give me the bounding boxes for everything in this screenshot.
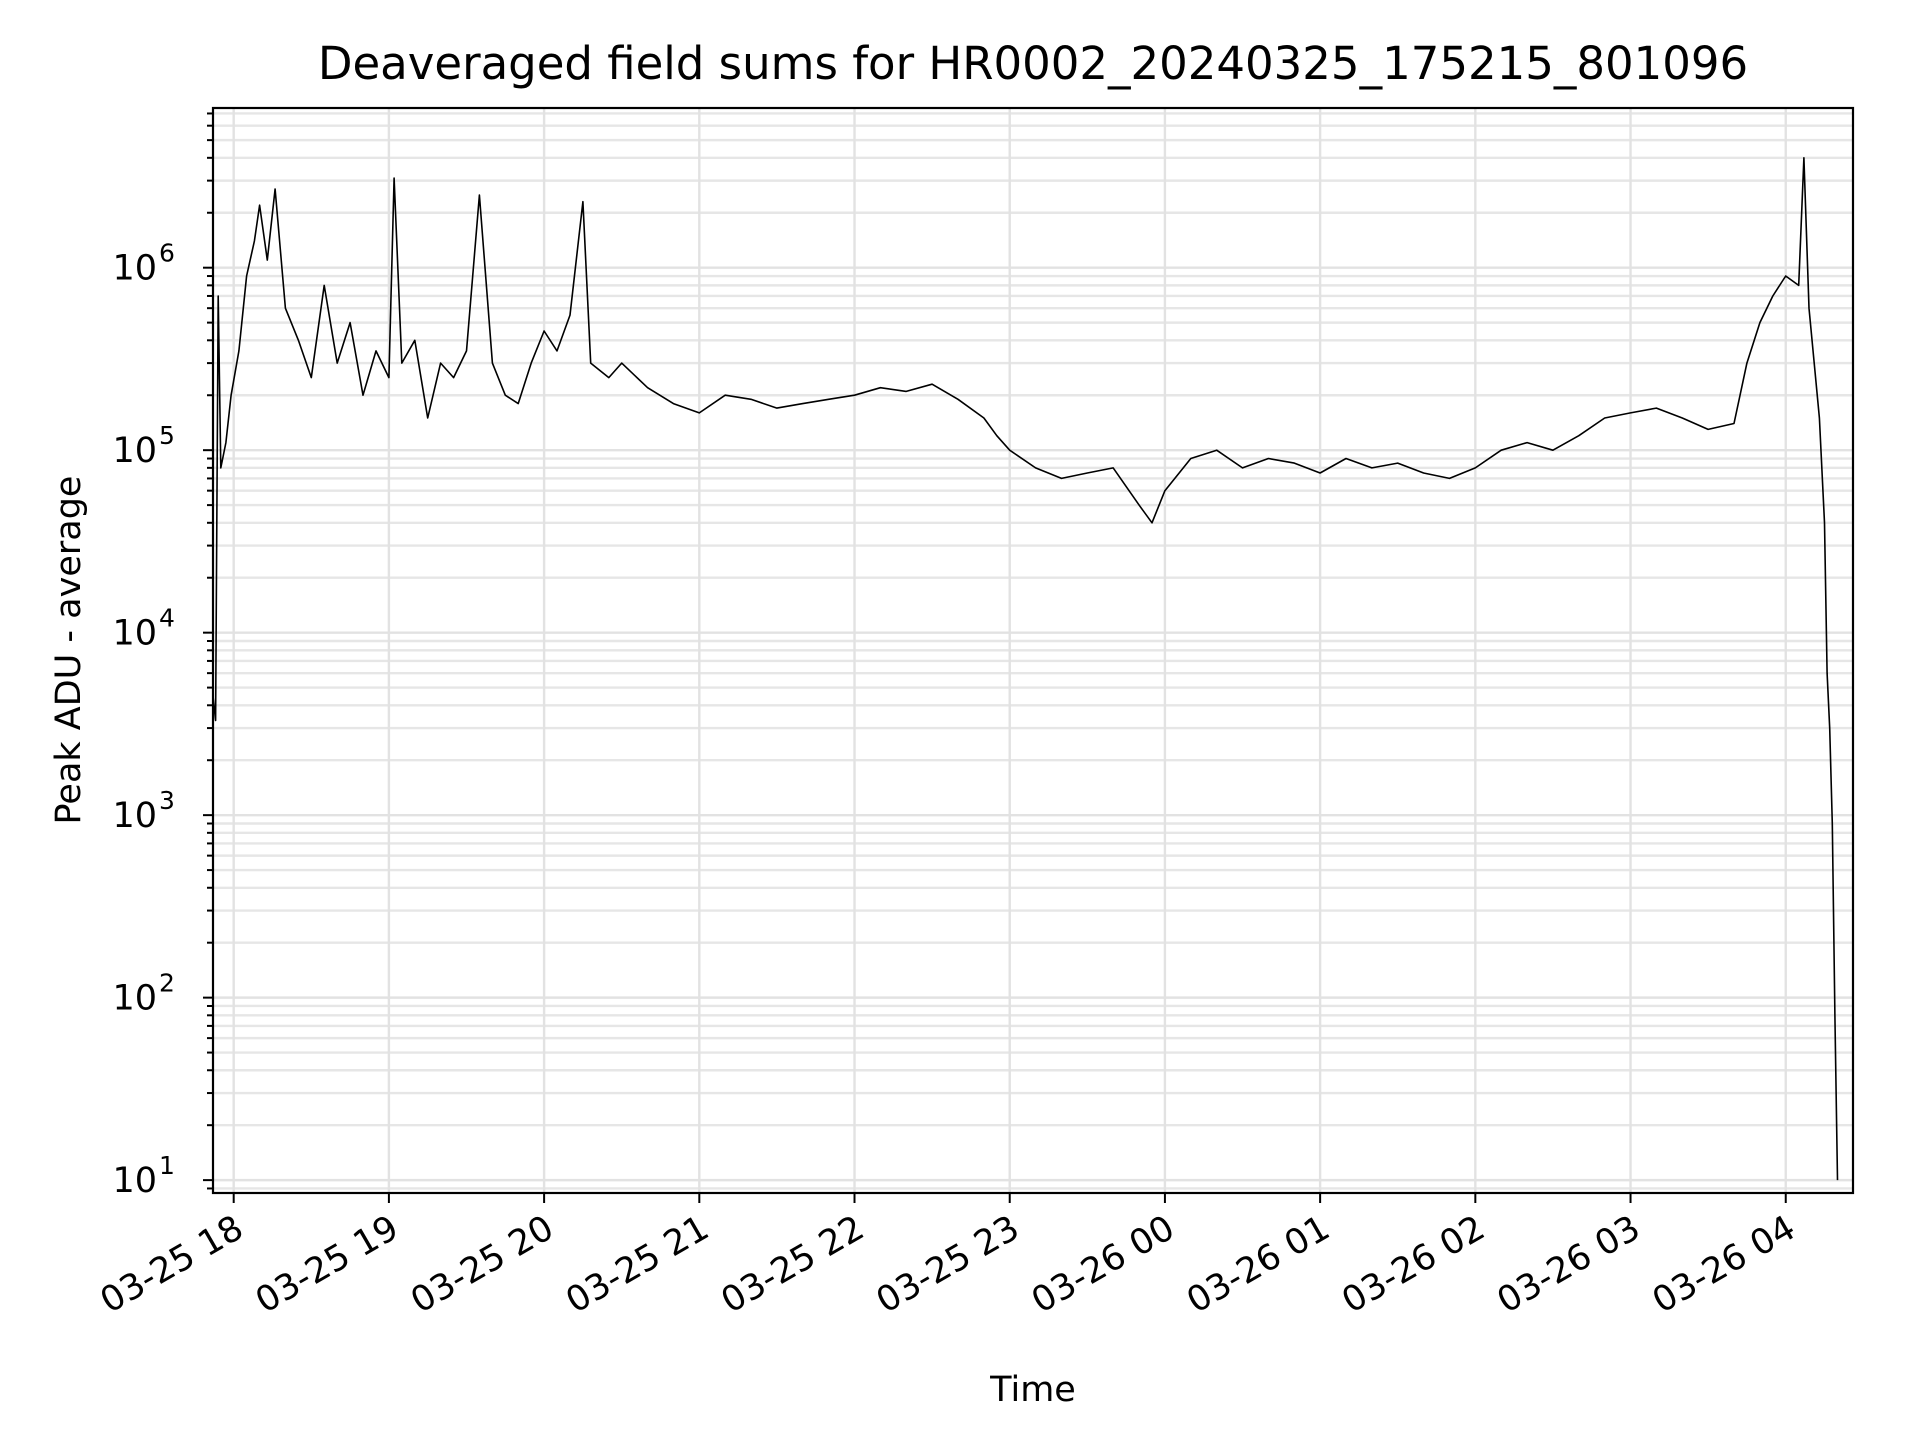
y-tick-exponent: 6 bbox=[159, 239, 175, 268]
y-tick-exponent: 5 bbox=[159, 421, 175, 450]
y-tick-label: 10 bbox=[112, 796, 157, 836]
grid-layer bbox=[213, 108, 1853, 1193]
y-tick-exponent: 4 bbox=[159, 604, 175, 633]
y-tick-label: 10 bbox=[112, 614, 157, 654]
y-tick-exponent: 2 bbox=[159, 969, 175, 998]
series-layer bbox=[212, 157, 1839, 1181]
y-axis-label: Peak ADU - average bbox=[49, 476, 89, 825]
x-axis-label: Time bbox=[989, 1370, 1076, 1410]
chart-title: Deaveraged field sums for HR0002_2024032… bbox=[318, 37, 1748, 90]
y-tick-exponent: 3 bbox=[159, 786, 175, 815]
y-tick-label: 10 bbox=[112, 431, 157, 471]
series-line bbox=[212, 157, 1839, 1181]
y-tick-label: 10 bbox=[112, 979, 157, 1019]
y-tick-exponent: 1 bbox=[159, 1151, 175, 1180]
y-tick-label: 10 bbox=[112, 249, 157, 289]
y-tick-label: 10 bbox=[112, 1161, 157, 1201]
